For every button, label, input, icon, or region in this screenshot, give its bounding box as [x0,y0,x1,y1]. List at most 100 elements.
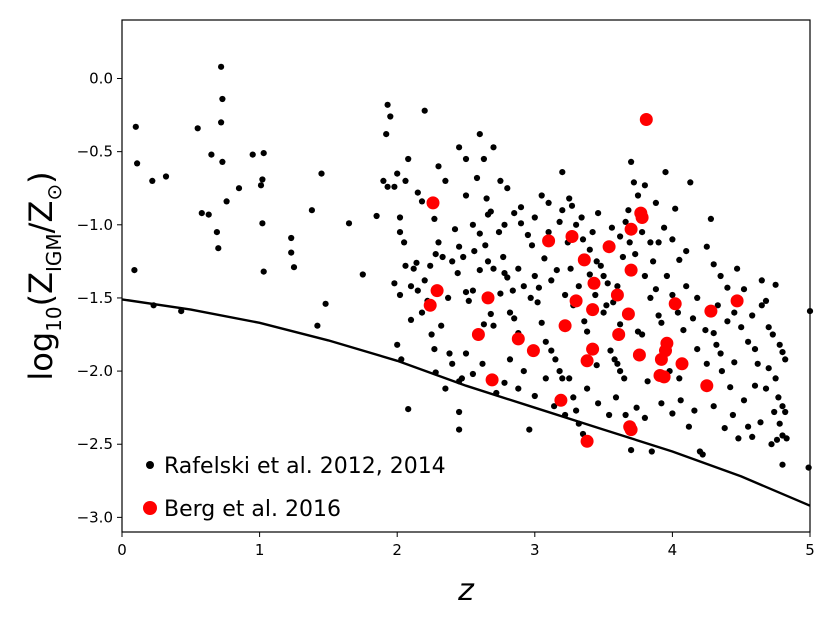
rafelski-point [589,229,596,236]
rafelski-point [776,341,783,348]
rafelski-point [394,170,401,177]
rafelski-point [694,294,701,301]
rafelski-point [290,264,298,271]
rafelski-point [528,242,536,249]
berg-point [624,263,638,277]
rafelski-point [490,265,497,272]
rafelski-point [765,324,772,331]
rafelski-point [630,179,638,186]
rafelski-point [694,346,701,353]
berg-point [580,354,594,368]
rafelski-point [556,368,563,375]
rafelski-point [449,258,456,265]
rafelski-point [373,212,380,220]
rafelski-point [559,169,566,176]
rafelski-point [215,245,222,252]
rafelski-point [617,368,624,375]
rafelski-point [223,198,230,205]
rafelski-point [483,195,490,202]
y-tick-label: 0.0 [89,70,113,88]
legend: Rafelski et al. 2012, 2014 Berg et al. 2… [143,454,446,522]
rafelski-point [132,123,139,130]
rafelski-point [783,435,790,442]
rafelski-point [562,291,569,299]
rafelski-point [359,271,366,278]
rafelski-point [779,461,786,468]
rafelski-point [592,291,599,299]
y-axis-title-open: (Z [22,272,60,306]
rafelski-point [655,239,662,246]
legend-marker-rafelski [146,461,154,469]
rafelski-point [456,144,463,151]
rafelski-point [745,338,752,345]
rafelski-point [538,192,545,199]
rafelski-point [456,426,463,433]
rafelski-point [454,270,461,277]
y-axis-title-text: log10(ZIGM/Z⊙) [22,171,66,380]
y-axis-title-num-sub: IGM [42,233,66,272]
rafelski-point [520,368,527,375]
rafelski-point [762,297,770,304]
rafelski-point [771,408,778,416]
berg-point [569,294,583,308]
rafelski-point [432,251,439,258]
berg-point [654,352,668,366]
rafelski-point [308,207,315,214]
rafelski-point [805,464,812,471]
berg-point [639,113,653,126]
rafelski-point [597,262,604,269]
rafelski-point [607,347,614,354]
rafelski-point [606,411,613,419]
rafelski-point [438,322,445,329]
rafelski-point [541,255,548,262]
y-axis-title-mid: /Z [22,201,60,234]
rafelski-point [506,356,514,363]
rafelski-point [633,404,640,411]
rafelski-point [178,308,185,315]
rafelski-point [460,253,467,261]
x-tick-label: 3 [530,541,540,559]
rafelski-point [407,283,415,290]
rafelski-point [431,215,438,222]
rafelski-point [432,369,439,376]
rafelski-point [451,226,459,233]
rafelski-point [480,321,487,328]
rafelski-point [639,229,646,236]
berg-point [587,276,601,290]
rafelski-point [501,221,508,228]
rafelski-point [509,287,516,294]
berg-point [558,319,572,333]
rafelski-point [462,192,470,199]
rafelski-point [469,221,476,228]
berg-point [675,357,689,371]
rafelski-point [676,256,683,263]
rafelski-point [568,202,576,209]
rafelski-point [517,220,525,227]
rafelski-point [194,125,201,132]
berg-point [586,342,600,356]
rafelski-point [731,309,738,316]
berg-point [602,240,616,254]
rafelski-point [506,309,514,316]
rafelski-point [259,176,266,183]
rafelski-point [652,286,660,293]
rafelski-point [765,365,772,372]
rafelski-point [751,346,759,353]
berg-point [423,298,437,312]
rafelski-point [581,318,588,325]
rafelski-point [318,170,325,177]
y-axis-title-base-sub: 10 [42,306,66,331]
rafelski-point [482,242,489,249]
rafelski-point [542,338,549,345]
rafelski-point [480,155,487,163]
rafelski-point [658,400,665,407]
rafelski-point [548,277,555,284]
rafelski-point [573,407,580,414]
rafelski-point [600,309,607,316]
rafelski-point [573,221,580,228]
rafelski-point [593,362,600,369]
legend-marker-berg [143,501,157,515]
rafelski-point [628,447,635,454]
rafelski-point [658,319,665,326]
